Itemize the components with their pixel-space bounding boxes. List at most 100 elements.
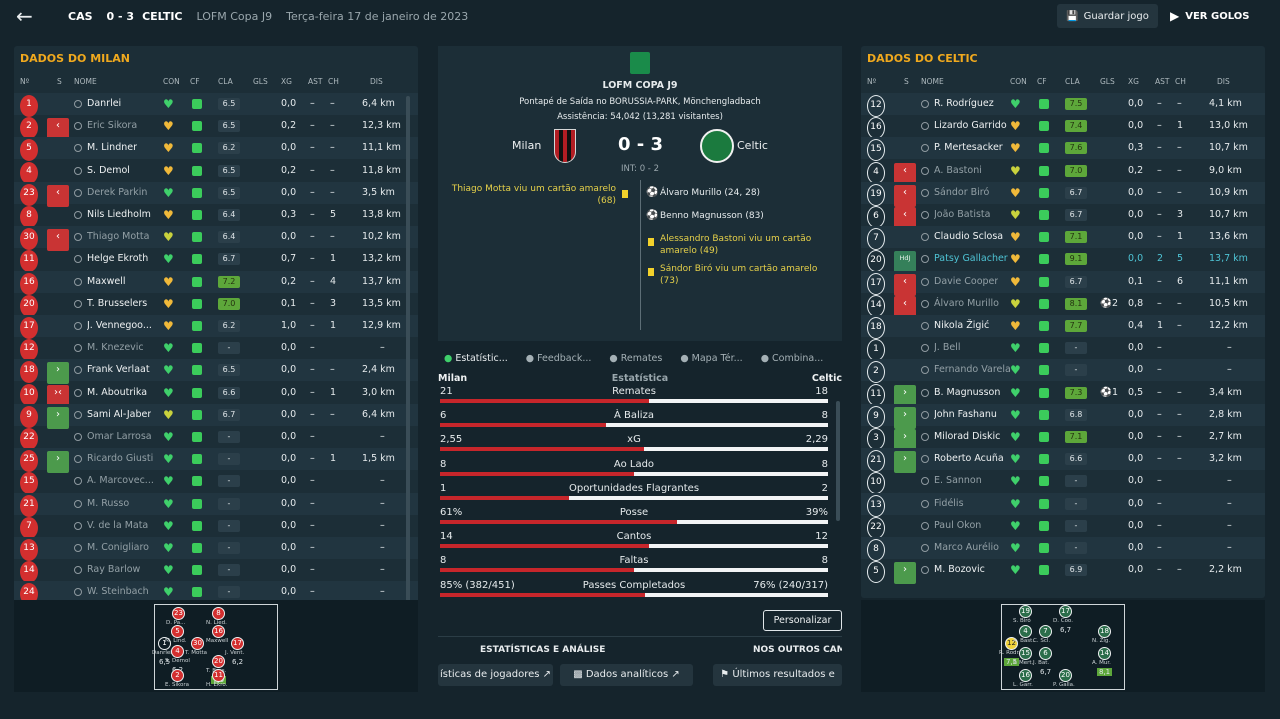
view-goals-button[interactable]: ▶ VER GOLOS [1170, 9, 1250, 23]
player-dot[interactable]: 4 [171, 645, 184, 658]
player-name[interactable]: M. Bozovic [934, 564, 985, 576]
table-row[interactable]: 8 Marco Aurélio ♥ - 0,0 – – [861, 537, 1265, 561]
player-dot[interactable]: 4 [1019, 625, 1032, 638]
tab-stats[interactable]: ● Estatístic... [444, 353, 508, 364]
table-row[interactable]: 21 M. Russo ♥ - 0,0 – – [14, 492, 418, 517]
player-dot[interactable]: 8 [212, 607, 225, 620]
player-name[interactable]: Nils Liedholm [87, 209, 151, 220]
table-row[interactable]: 7 Claudio Sclosa ♥ 7.1 0,0 – 1 13,6 km [861, 226, 1265, 251]
player-dot[interactable]: 1 [158, 637, 171, 650]
latest-results-button[interactable]: ⚑ Últimos resultados e [713, 664, 842, 686]
player-dot[interactable]: 18 [1098, 625, 1111, 638]
player-name[interactable]: M. Aboutrika [87, 386, 148, 398]
player-name[interactable]: Maxwell [87, 275, 126, 287]
table-row[interactable]: 3 › Milorad Diskic ♥ 7.1 0,0 – – 2,7 km [861, 426, 1265, 451]
table-row[interactable]: 12 R. Rodríguez ♥ 7.5 0,0 – – 4,1 km [861, 93, 1265, 117]
player-dot[interactable]: 2 [171, 669, 184, 682]
player-dot[interactable]: 11 [212, 669, 225, 682]
player-name[interactable]: V. de la Mata [87, 519, 149, 531]
table-row[interactable]: 22 Paul Okon ♥ - 0,0 – – [861, 515, 1265, 539]
table-row[interactable]: 16 Lizardo Garrido ♥ 7.4 0,0 – 1 13,0 km [861, 115, 1265, 140]
player-dot[interactable]: 23 [172, 607, 185, 620]
player-dot[interactable]: 16 [212, 625, 225, 638]
player-name[interactable]: M. Russo [87, 497, 130, 509]
table-row[interactable]: 1 J. Bell ♥ - 0,0 – – [861, 337, 1265, 362]
analytics-button[interactable]: ▩ Dados analíticos ↗ [560, 664, 693, 686]
table-row[interactable]: 5 M. Lindner ♥ 6.2 0,0 – – 11,1 km [14, 137, 418, 162]
table-row[interactable]: 19 ‹ Sándor Biró ♥ 6.7 0,0 – – 10,9 km [861, 181, 1265, 207]
player-name[interactable]: Paul Okon [934, 519, 982, 531]
player-dot[interactable]: 5 [171, 625, 184, 638]
arrow-left-icon[interactable]: ← [16, 4, 33, 28]
player-name[interactable]: Danrlei [87, 98, 122, 109]
player-dot[interactable]: 30 [191, 637, 204, 650]
player-dot[interactable]: 20 [212, 655, 225, 668]
table-row[interactable]: 25 › Ricardo Giusti ♥ - 0,0 – 1 1,5 km [14, 448, 418, 474]
table-row[interactable]: 20 HdJ Patsy Gallacher ♥ 9.1 0,0 2 5 13,7 km [861, 248, 1265, 274]
table-row[interactable]: 13 M. Conigliaro ♥ - 0,0 – – [14, 537, 418, 561]
player-name[interactable]: Milorad Diskic [934, 431, 1001, 442]
player-name[interactable]: Patsy Gallacher [934, 253, 1008, 265]
table-row[interactable]: 4 S. Demol ♥ 6.5 0,2 – – 11,8 km [14, 160, 418, 184]
table-row[interactable]: 1 Danrlei ♥ 6.5 0,0 – – 6,4 km [14, 93, 418, 117]
player-name[interactable]: Ricardo Giusti [87, 453, 154, 465]
table-row[interactable]: 17 ‹ Davie Cooper ♥ 6.7 0,1 – 6 11,1 km [861, 270, 1265, 296]
player-dot[interactable]: 16 [1019, 669, 1032, 682]
tab-combos[interactable]: ● Combina... [760, 353, 824, 364]
player-dot[interactable]: 6 [1039, 647, 1052, 660]
player-name[interactable]: Sándor Biró [934, 186, 990, 198]
table-row[interactable]: 15 A. Marcovec... ♥ - 0,0 – – [14, 470, 418, 495]
player-name[interactable]: Álvaro Murillo [934, 297, 999, 309]
table-row[interactable]: 12 M. Knezevic ♥ - 0,0 – – [14, 337, 418, 362]
table-row[interactable]: 18 › Frank Verlaat ♥ 6.5 0,0 – – 2,4 km [14, 359, 418, 385]
scrollbar[interactable] [836, 401, 840, 521]
table-row[interactable]: 23 ‹ Derek Parkin ♥ 6.5 0,0 – – 3,5 km [14, 181, 418, 207]
table-row[interactable]: 17 J. Vennegoo... ♥ 6.2 1,0 – 1 12,9 km [14, 315, 418, 339]
player-name[interactable]: Derek Parkin [87, 186, 148, 198]
table-row[interactable]: 22 Omar Larrosa ♥ - 0,0 – – [14, 426, 418, 450]
player-name[interactable]: Sami Al-Jaber [87, 408, 152, 420]
player-name[interactable]: Marco Aurélio [934, 542, 999, 553]
table-row[interactable]: 13 Fidélis ♥ - 0,0 – – [861, 492, 1265, 517]
table-row[interactable]: 21 › Roberto Acuña ♥ 6.6 0,0 – – 3,2 km [861, 448, 1265, 474]
player-name[interactable]: Nikola Žigić [934, 320, 990, 331]
player-name[interactable]: João Batista [934, 209, 991, 220]
table-row[interactable]: 18 Nikola Žigić ♥ 7.7 0,4 1 – 12,2 km [861, 315, 1265, 339]
player-name[interactable]: P. Mertesacker [934, 142, 1003, 154]
player-name[interactable]: Lizardo Garrido [934, 120, 1007, 132]
player-dot[interactable]: 15 [1019, 647, 1032, 660]
player-name[interactable]: J. Vennegoo... [87, 320, 152, 331]
table-row[interactable]: 20 T. Brusselers ♥ 7.0 0,1 – 3 13,5 km [14, 293, 418, 317]
player-dot[interactable]: 17 [231, 637, 244, 650]
table-row[interactable]: 10 ›‹ M. Aboutrika ♥ 6.6 0,0 – 1 3,0 km [14, 382, 418, 407]
player-name[interactable]: M. Conigliaro [87, 542, 149, 553]
player-dot[interactable]: 12 [1005, 637, 1018, 650]
table-row[interactable]: 11 › B. Magnusson ♥ 7.3 ⚽ 1 0,5 – – 3,4 km [861, 382, 1265, 407]
player-name[interactable]: Ray Barlow [87, 564, 141, 576]
player-name[interactable]: Eric Sikora [87, 120, 138, 132]
table-row[interactable]: 9 › Sami Al-Jaber ♥ 6.7 0,0 – – 6,4 km [14, 403, 418, 429]
personalize-button[interactable]: Personalizar [763, 610, 842, 631]
player-name[interactable]: B. Magnusson [934, 386, 1001, 398]
player-name[interactable]: W. Steinbach [87, 586, 149, 598]
table-row[interactable]: 2 ‹ Eric Sikora ♥ 6.5 0,2 – – 12,3 km [14, 115, 418, 141]
table-row[interactable]: 10 E. Sannon ♥ - 0,0 – – [861, 470, 1265, 495]
player-name[interactable]: M. Lindner [87, 142, 137, 154]
table-row[interactable]: 2 Fernando Varela ♥ - 0,0 – – [861, 359, 1265, 384]
player-name[interactable]: Fernando Varela [934, 364, 1011, 376]
player-name[interactable]: J. Bell [934, 342, 961, 354]
player-name[interactable]: Roberto Acuña [934, 453, 1004, 465]
player-name[interactable]: T. Brusselers [87, 297, 148, 309]
table-row[interactable]: 9 › John Fashanu ♥ 6.8 0,0 – – 2,8 km [861, 403, 1265, 429]
table-row[interactable]: 14 Ray Barlow ♥ - 0,0 – – [14, 559, 418, 584]
player-name[interactable]: S. Demol [87, 164, 130, 176]
player-name[interactable]: John Fashanu [934, 408, 997, 420]
table-row[interactable]: 6 ‹ João Batista ♥ 6.7 0,0 – 3 10,7 km [861, 204, 1265, 229]
player-dot[interactable]: 17 [1059, 605, 1072, 618]
table-row[interactable]: 30 ‹ Thiago Motta ♥ 6.4 0,0 – – 10,2 km [14, 226, 418, 252]
player-name[interactable]: M. Knezevic [87, 342, 144, 354]
scrollbar[interactable] [406, 96, 410, 631]
player-name[interactable]: Frank Verlaat [87, 364, 150, 376]
table-row[interactable]: 11 Helge Ekroth ♥ 6.7 0,7 – 1 13,2 km [14, 248, 418, 273]
tab-feedback[interactable]: ● Feedback... [525, 353, 592, 364]
